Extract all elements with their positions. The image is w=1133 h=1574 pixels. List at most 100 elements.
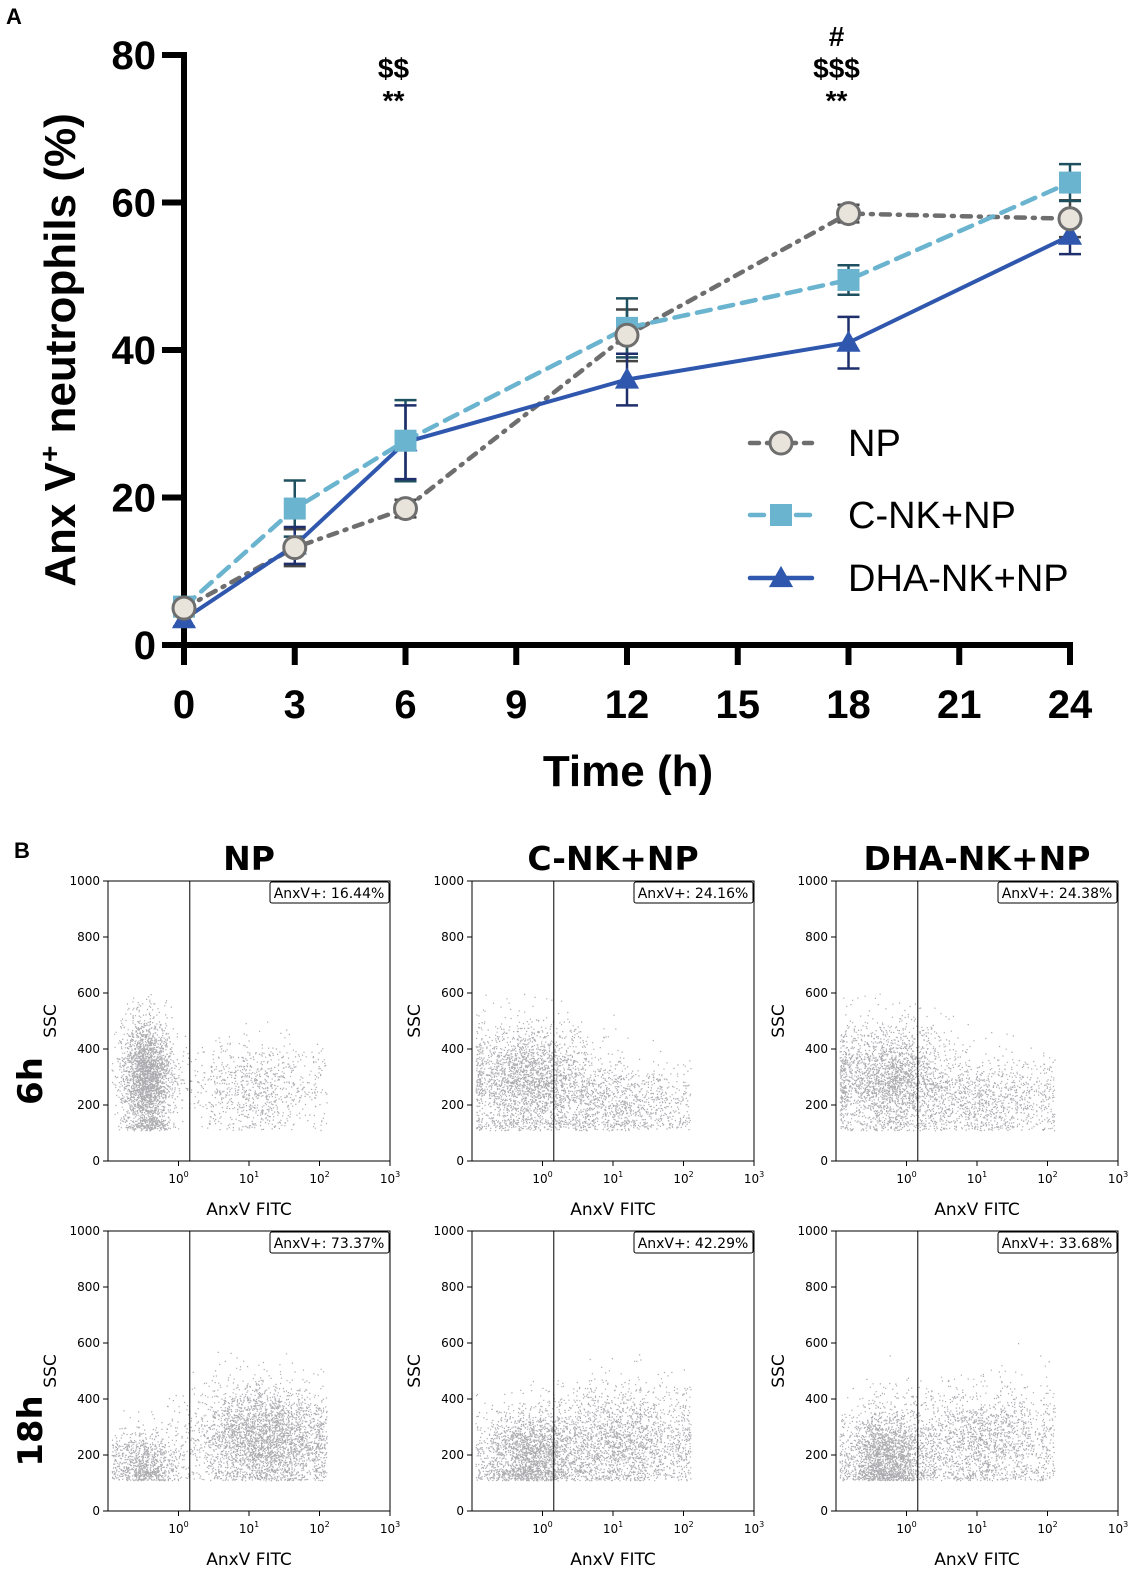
data-point-NP — [1057, 206, 1083, 232]
gate-label: AnxV+: 16.44% — [274, 886, 385, 902]
x-tick-exp: 2 — [1053, 1520, 1058, 1529]
x-tick-base: 10 — [532, 1522, 547, 1536]
x-tick-label: 103 — [380, 1170, 400, 1186]
y-tick-label: 0 — [820, 1154, 828, 1168]
gate-label-box — [269, 881, 390, 904]
x-tick-exp: 3 — [395, 1170, 400, 1179]
x-tick-label: 103 — [1108, 1170, 1128, 1186]
x-tick-label: 6 — [394, 683, 416, 727]
x-tick-base: 10 — [967, 1172, 982, 1186]
data-point-NP — [614, 322, 640, 348]
y-tick-label: 200 — [441, 1098, 464, 1112]
x-tick-base: 10 — [896, 1522, 911, 1536]
y-tick-label: 200 — [441, 1448, 464, 1462]
y-tick-label: 800 — [77, 1280, 100, 1294]
x-tick-label: 103 — [1108, 1520, 1128, 1536]
gate-label: AnxV+: 24.16% — [638, 886, 749, 902]
event-dots — [839, 993, 1056, 1132]
y-tick-label: 0 — [456, 1504, 464, 1518]
y-tick-label: 1000 — [69, 874, 100, 888]
legend-label-DHA-NK+NP: DHA-NK+NP — [848, 558, 1069, 600]
x-tick-exp: 1 — [618, 1170, 623, 1179]
event-dots — [839, 1343, 1056, 1482]
x-axis-title: Time (h) — [543, 747, 713, 796]
x-tick-base: 10 — [380, 1522, 395, 1536]
x-tick-label: 15 — [716, 683, 761, 727]
panel-b-label: B — [14, 838, 30, 863]
event-dots — [111, 994, 328, 1132]
y-tick-label: 60 — [112, 182, 157, 226]
x-tick-label: 103 — [744, 1170, 764, 1186]
y-tick-label: 600 — [805, 1336, 828, 1350]
x-tick-label: 0 — [173, 683, 195, 727]
gate-label-box — [997, 881, 1118, 904]
y-axis-title-main: Anx V — [36, 461, 85, 586]
gate-value: 16.44% — [331, 886, 384, 902]
x-tick-base: 10 — [532, 1172, 547, 1186]
y-tick-label: 0 — [92, 1154, 100, 1168]
x-tick-exp: 1 — [618, 1520, 623, 1529]
significance-mark: # — [829, 21, 845, 52]
x-tick-exp: 2 — [1053, 1170, 1058, 1179]
x-tick-exp: 2 — [689, 1520, 694, 1529]
x-tick-base: 10 — [744, 1172, 759, 1186]
x-tick-exp: 2 — [325, 1520, 330, 1529]
x-tick-label: 102 — [1037, 1520, 1057, 1536]
gate-label: AnxV+: 73.37% — [274, 1236, 385, 1252]
y-tick-label: 800 — [441, 1280, 464, 1294]
data-point-C-NK+NP — [1059, 171, 1081, 194]
data-point-DHA-NK+NP — [836, 330, 861, 352]
x-tick-base: 10 — [744, 1522, 759, 1536]
gate-value: 42.29% — [695, 1236, 748, 1252]
x-tick-base: 10 — [1037, 1522, 1052, 1536]
data-point-NP — [768, 430, 794, 456]
event-dots — [111, 1351, 328, 1482]
y-axis-title: SSC — [405, 1354, 425, 1387]
y-tick-label: 1000 — [797, 1224, 828, 1238]
x-tick-label: 9 — [505, 683, 527, 727]
x-tick-label: 102 — [673, 1520, 693, 1536]
gate-label-prefix: AnxV+: — [1002, 886, 1059, 902]
x-tick-base: 10 — [239, 1172, 254, 1186]
gate-value: 24.38% — [1059, 886, 1112, 902]
data-point-NP — [282, 535, 308, 561]
gate-label-prefix: AnxV+: — [274, 886, 331, 902]
y-tick-label: 800 — [805, 930, 828, 944]
x-tick-label: 101 — [239, 1520, 259, 1536]
gate-value: 24.16% — [695, 886, 748, 902]
y-tick-label: 400 — [805, 1042, 828, 1056]
y-tick-label: 1000 — [69, 1224, 100, 1238]
legend-label-C-NK+NP: C-NK+NP — [848, 495, 1016, 537]
y-tick-label: 600 — [441, 986, 464, 1000]
y-tick-label: 1000 — [797, 874, 828, 888]
x-tick-label: 101 — [603, 1520, 623, 1536]
x-axis-title: AnxV FITC — [934, 1200, 1020, 1220]
x-tick-exp: 1 — [254, 1170, 259, 1179]
row-label-18h: 18h — [11, 1395, 51, 1467]
data-point-C-NK+NP — [837, 268, 860, 291]
x-tick-base: 10 — [967, 1522, 982, 1536]
y-tick-label: 1000 — [433, 1224, 464, 1238]
x-tick-base: 10 — [309, 1172, 324, 1186]
y-axis-title: SSC — [769, 1004, 789, 1037]
y-tick-label: 400 — [77, 1042, 100, 1056]
data-point-DHA-NK+NP — [614, 367, 640, 389]
y-tick-label: 800 — [77, 930, 100, 944]
x-axis-title: AnxV FITC — [570, 1200, 656, 1220]
significance-mark: ** — [826, 85, 848, 116]
y-axis-title: SSC — [769, 1354, 789, 1387]
x-tick-label: 24 — [1048, 683, 1093, 727]
x-tick-label: 100 — [896, 1170, 916, 1186]
x-tick-base: 10 — [673, 1172, 688, 1186]
x-tick-base: 10 — [168, 1172, 183, 1186]
x-tick-base: 10 — [603, 1172, 618, 1186]
data-point-NP — [171, 595, 197, 621]
x-tick-label: 102 — [1037, 1170, 1057, 1186]
y-tick-label: 400 — [441, 1042, 464, 1056]
x-tick-label: 102 — [309, 1170, 329, 1186]
y-axis-title: SSC — [405, 1004, 425, 1037]
gate-value: 33.68% — [1059, 1236, 1112, 1252]
